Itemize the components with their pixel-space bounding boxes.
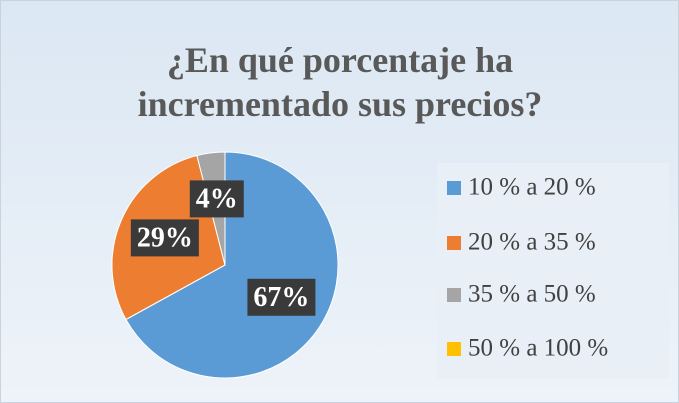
data-label-box [189,180,244,218]
legend: 10 % a 20 % 20 % a 35 % 35 % a 50 % 50 % a … [447,174,608,362]
legend-swatch [447,236,461,250]
data-label: 4% [196,183,238,214]
data-label: 29% [137,222,193,253]
chart-title: ¿En qué porcentaje ha incrementado sus p… [137,40,543,124]
data-label: 67% [253,282,309,313]
legend-label: 10 % a 20 % [468,174,596,201]
legend-swatch [447,288,461,302]
legend-label: 50 % a 100 % [468,335,608,362]
data-labels: 67% 29%4% [130,180,316,316]
legend-box [437,163,669,378]
legend-label: 35 % a 50 % [468,281,596,308]
data-label-box [130,219,199,257]
pie-slice [125,151,339,379]
legend-swatch [447,342,461,356]
legend-swatch [447,181,461,195]
legend-label: 20 % a 35 % [468,229,596,256]
data-label-box [247,278,316,316]
